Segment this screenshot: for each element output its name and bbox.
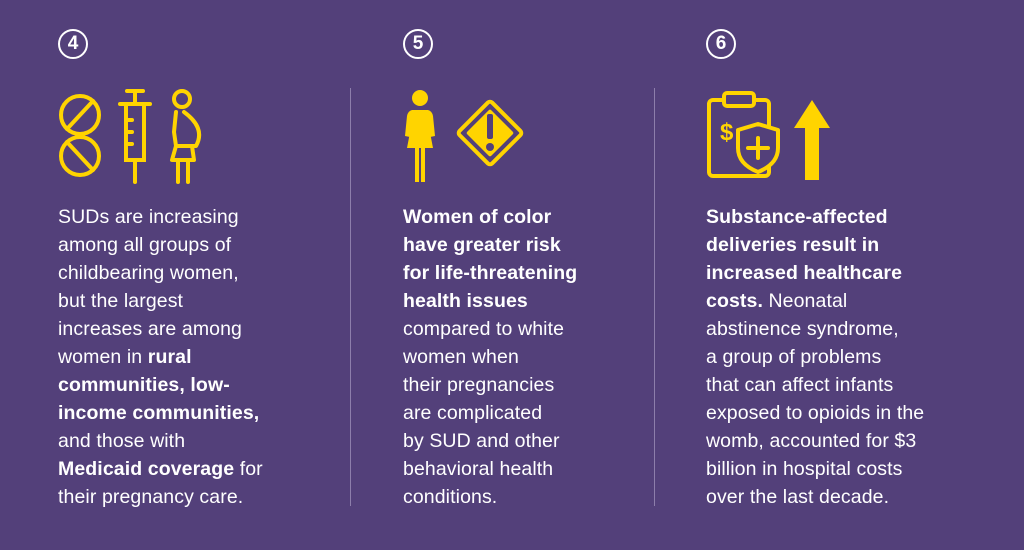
number-badge: 5 (403, 29, 433, 59)
text-line: Women of color (403, 203, 577, 231)
text-run: are complicated (403, 402, 543, 424)
text-line: are complicated (403, 399, 577, 427)
text-run-bold: communities, low- (58, 374, 230, 396)
text-run-bold: Substance-affected (706, 206, 888, 228)
text-line: costs. Neonatal (706, 287, 924, 315)
number-badge: 4 (58, 29, 88, 59)
syringe-icon (118, 89, 152, 184)
text-run: over the last decade. (706, 486, 890, 508)
stat-description: SUDs are increasing among all groups of … (58, 203, 263, 511)
text-line: deliveries result in (706, 231, 924, 259)
text-run: women in (58, 346, 148, 368)
text-run: SUDs are increasing (58, 206, 239, 228)
text-run: womb, accounted for $3 (706, 430, 917, 452)
text-line: have greater risk (403, 231, 577, 259)
text-line: increased healthcare (706, 259, 924, 287)
text-run-bold: Women of color (403, 206, 552, 228)
text-run: exposed to opioids in the (706, 402, 925, 424)
text-run-bold: for life-threatening (403, 262, 578, 284)
text-line: women in rural (58, 343, 263, 371)
woman-icon (405, 90, 435, 182)
svg-text:$: $ (720, 119, 734, 146)
text-run: Neonatal (762, 290, 848, 312)
text-run-bold: costs. (706, 290, 763, 312)
text-run: increases are among (58, 318, 242, 340)
text-run: but the largest (58, 290, 184, 312)
stat-description: Women of color have greater risk for lif… (403, 203, 577, 511)
stat-description: Substance-affected deliveries result in … (706, 203, 924, 511)
text-run: a group of problems (706, 346, 882, 368)
text-line: among all groups of (58, 231, 263, 259)
text-run: childbearing women, (58, 262, 239, 284)
text-run: abstinence syndrome, (706, 318, 899, 340)
text-run: and those with (58, 430, 186, 452)
text-run-bold: have greater risk (403, 234, 561, 256)
text-line: childbearing women, (58, 259, 263, 287)
text-run: their pregnancies (403, 374, 555, 396)
arrow-up-icon (794, 100, 830, 180)
text-run-bold: income communities, (58, 402, 260, 424)
number-badge: 6 (706, 29, 736, 59)
text-line: increases are among (58, 315, 263, 343)
text-line: over the last decade. (706, 483, 924, 511)
text-line: behavioral health (403, 455, 577, 483)
stat-column-4: 4 SUDs are increasing among (58, 0, 338, 550)
text-line: communities, low- (58, 371, 263, 399)
text-line: and those with (58, 427, 263, 455)
text-line: billion in hospital costs (706, 455, 924, 483)
text-line: by SUD and other (403, 427, 577, 455)
text-line: for life-threatening (403, 259, 577, 287)
text-line: a group of problems (706, 343, 924, 371)
warning-sign-icon (456, 99, 524, 167)
text-line: their pregnancies (403, 371, 577, 399)
text-line: women when (403, 343, 577, 371)
text-run: billion in hospital costs (706, 458, 903, 480)
text-run-bold: increased healthcare (706, 262, 903, 284)
clipboard-cost-icon: $ (707, 91, 780, 178)
text-run: women when (403, 346, 519, 368)
text-line: abstinence syndrome, (706, 315, 924, 343)
text-line: health issues (403, 287, 577, 315)
text-run: behavioral health (403, 458, 554, 480)
text-run: compared to white (403, 318, 565, 340)
text-line: that can affect infants (706, 371, 924, 399)
text-line: income communities, (58, 399, 263, 427)
text-line: SUDs are increasing (58, 203, 263, 231)
column-divider (654, 88, 655, 506)
text-line: but the largest (58, 287, 263, 315)
text-run: that can affect infants (706, 374, 894, 396)
text-line: exposed to opioids in the (706, 399, 924, 427)
pills-icon (59, 94, 101, 177)
text-run: conditions. (403, 486, 498, 508)
text-run: for (234, 458, 263, 480)
text-run: their pregnancy care. (58, 486, 244, 508)
text-line: womb, accounted for $3 (706, 427, 924, 455)
text-line: compared to white (403, 315, 577, 343)
text-line: their pregnancy care. (58, 483, 263, 511)
stat-column-6: 6 $ Substance-affected deliveries result… (706, 0, 1006, 550)
stat-column-5: 5 Women of color have greater risk for l… (403, 0, 643, 550)
text-run: by SUD and other (403, 430, 560, 452)
text-line: conditions. (403, 483, 577, 511)
text-line: Substance-affected (706, 203, 924, 231)
text-line: Medicaid coverage for (58, 455, 263, 483)
text-run-bold: Medicaid coverage (58, 458, 235, 480)
pregnant-woman-icon (170, 89, 201, 184)
text-run-bold: health issues (403, 290, 528, 312)
text-run: among all groups of (58, 234, 232, 256)
text-run-bold: deliveries result in (706, 234, 880, 256)
column-divider (350, 88, 351, 506)
text-run-bold: rural (147, 346, 192, 368)
